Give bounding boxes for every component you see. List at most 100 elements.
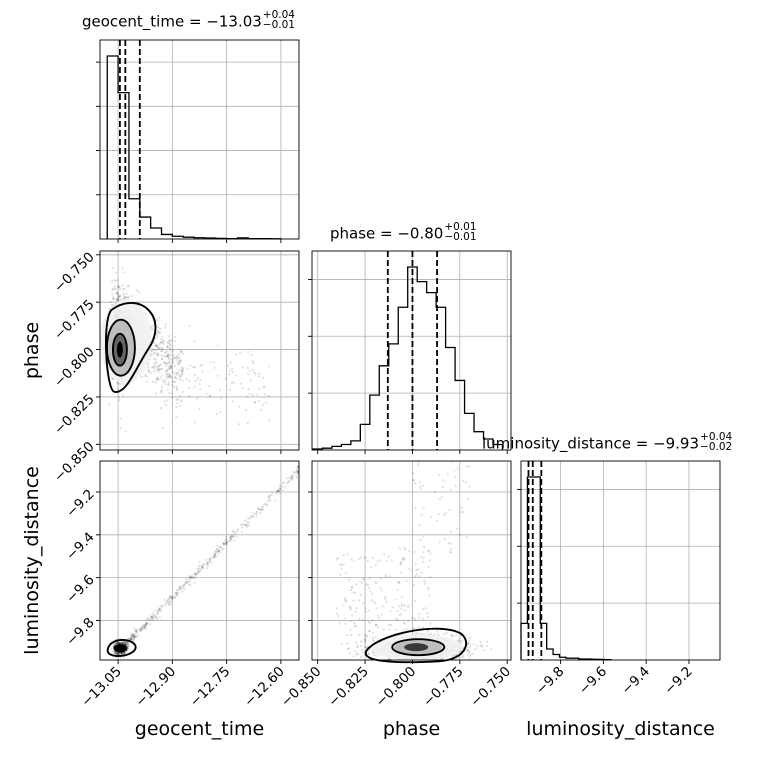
panel-ld-phase-sample-point <box>373 601 377 605</box>
panel-phase-geocent-sample-point <box>174 357 177 360</box>
panel-ld-geocent-sample-point <box>145 622 148 625</box>
panel-phase-geocent-sample-point <box>181 366 184 369</box>
panel-ld-phase-sample-point <box>459 533 462 536</box>
panel-phase-geocent-sample-point <box>153 352 156 355</box>
panel-ld-geocent-sample-point <box>146 618 149 621</box>
panel-ld-phase-sample-point <box>359 556 362 559</box>
panel-ld-geocent-sample-point <box>232 535 235 538</box>
panel-ld-phase-sample-point <box>444 511 447 515</box>
panel-phase-geocent-sample-point <box>169 339 172 342</box>
panel-ld-geocent-sample-point <box>170 597 174 600</box>
panel-ld-phase-xlabel-1: −0.825 <box>325 664 372 711</box>
panel-ld-geocent-sample-point <box>186 581 189 584</box>
panel-phase-geocent-sample-point <box>176 402 179 405</box>
panel-ld-geocent-sample-point <box>126 637 130 640</box>
panel-ld-geocent-sample-point <box>154 615 158 618</box>
panel-ld-phase-sample-point <box>415 573 419 576</box>
panel-ld-phase-sample-point <box>466 649 469 652</box>
panel-phase-geocent-sample-point <box>238 405 241 408</box>
panel-ld-geocent-sample-point <box>223 543 226 546</box>
panel-phase-geocent-sample-point <box>177 371 180 374</box>
panel-phase-geocent-sample-point <box>173 340 176 343</box>
panel-ld-phase-sample-point <box>371 556 374 559</box>
panel-ld-geocent-sample-point <box>229 535 232 539</box>
panel-phase-geocent-sample-point <box>175 371 179 374</box>
panel-ld-geocent-sample-point <box>258 508 261 511</box>
panel-ld-geocent-sample-point <box>178 587 181 590</box>
panel-phase-geocent-sample-point <box>174 335 177 339</box>
panel-phase-geocent-sample-point <box>119 298 122 301</box>
panel-ld-phase-sample-point <box>438 497 442 501</box>
panel-ld-geocent-sample-point <box>118 642 121 645</box>
panel-ld-phase-sample-point <box>346 642 349 645</box>
panel-ld-geocent-sample-point <box>178 585 182 588</box>
panel-phase-geocent-sample-point <box>193 366 197 369</box>
panel-phase-geocent-sample-point <box>113 279 116 282</box>
panel-phase-geocent-sample-point <box>207 384 211 387</box>
panel-ld-phase-sample-point <box>446 472 449 475</box>
panel-ld-phase-sample-point <box>420 556 423 559</box>
panel-ld-phase-sample-point <box>423 579 426 583</box>
panel-phase-geocent-sample-point <box>150 372 153 375</box>
panel-phase-geocent-sample-point <box>116 299 119 302</box>
panel-ld-phase-sample-point <box>427 566 430 569</box>
panel-phase-geocent-sample-point <box>111 280 114 283</box>
panel-ld-phase-sample-point <box>454 484 457 487</box>
panel-phase-geocent-sample-point <box>153 365 156 368</box>
panel-ld-phase-sample-point <box>405 579 408 582</box>
panel-ld-geocent-sample-point <box>116 641 119 644</box>
panel-ld-geocent-sample-point <box>176 588 180 591</box>
panel-ld-geocent-sample-point <box>234 532 238 535</box>
panel-ld-geocent-sample-point <box>123 641 126 645</box>
panel-ld-geocent-sample-point <box>290 478 293 482</box>
panel-phase-geocent-sample-point <box>169 367 172 370</box>
panel-ld-geocent-sample-point <box>139 627 142 630</box>
yaxis-label-luminosity-distance: luminosity_distance <box>21 466 43 655</box>
panel-phase-geocent-sample-point <box>147 369 150 372</box>
panel-ld-phase-sample-point <box>381 605 384 608</box>
panel-phase-geocent-sample-point <box>176 377 179 380</box>
panel-phase-geocent-sample-point <box>156 318 159 322</box>
panel-phase-geocent-sample-point <box>158 368 161 371</box>
panel-ld-geocent-sample-point <box>191 575 194 578</box>
panel-ld-geocent-sample-point <box>287 480 290 483</box>
panel-ld-geocent-sample-point <box>117 642 120 645</box>
panel-phase-geocent-sample-point <box>253 371 256 374</box>
panel-ld-geocent-sample-point <box>220 546 223 549</box>
panel-phase-geocent-sample-point <box>167 360 170 363</box>
panel-ld-phase-sample-point <box>411 627 415 630</box>
panel-ld-geocent-sample-point <box>117 642 120 645</box>
panel-ld-geocent-sample-point <box>169 594 172 598</box>
panel-ld-geocent-sample-point <box>213 553 216 556</box>
panel-ld-geocent-sample-point <box>268 497 271 500</box>
panel-phase-geocent-sample-point <box>175 385 179 389</box>
panel-phase-geocent-sample-point <box>168 375 171 378</box>
panel-phase-geocent-sample-point <box>168 374 171 377</box>
panel-ld-geocent-sample-point <box>114 642 117 645</box>
panel-ld-phase-sample-point <box>382 553 386 556</box>
panel-ld-phase-sample-point <box>350 633 353 637</box>
panel-ld-phase-sample-point <box>348 651 352 655</box>
panel-ld-phase-sample-point <box>342 563 345 566</box>
panel-phase-geocent-sample-point <box>169 359 172 362</box>
panel-ld-phase-sample-point <box>358 557 361 561</box>
panel-phase-geocent-sample-point <box>174 364 177 367</box>
panel-ld-phase-sample-point <box>461 646 465 649</box>
panel-phase-geocent-sample-point <box>121 393 124 396</box>
panel-ld-geocent-sample-point <box>113 652 116 655</box>
panel-ld-geocent-sample-point <box>157 607 161 610</box>
panel-ld-phase-sample-point <box>362 601 365 605</box>
panel-ld-geocent-sample-point <box>219 550 222 554</box>
panel-phase-geocent-sample-point <box>165 369 168 372</box>
panel-phase-geocent-sample-point <box>228 388 231 391</box>
panel-phase-geocent-sample-point <box>178 360 181 363</box>
panel-ld-phase-sample-point <box>388 575 391 578</box>
panel-ld-phase-sample-point <box>356 652 359 655</box>
panel-phase-geocent-sample-point <box>152 357 156 360</box>
panel-ld-geocent-sample-point <box>146 621 149 625</box>
panel-ld-geocent-sample-point <box>201 565 204 568</box>
panel-phase-geocent-sample-point <box>160 341 163 344</box>
panel-ld-geocent-sample-point <box>261 508 264 511</box>
panel-ld-phase-sample-point <box>401 596 404 599</box>
panel-ld-phase-sample-point <box>400 562 403 565</box>
